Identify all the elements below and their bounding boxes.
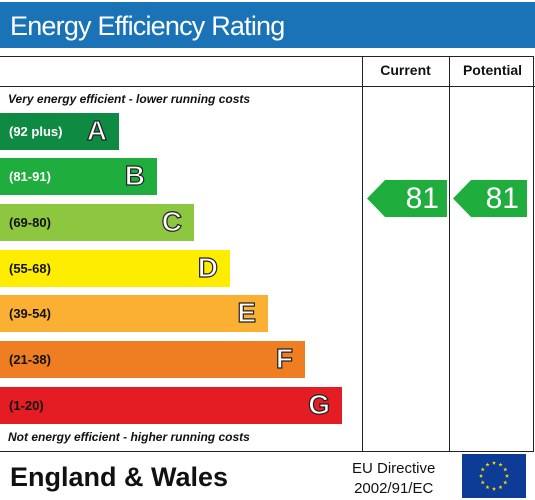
eu-star-icon [478,473,484,478]
eu-star-icon [503,480,508,485]
eu-star-icon [503,467,508,472]
eu-directive: EU Directive 2002/91/EC [352,459,435,499]
band-letter: E [237,296,257,328]
band-letter: C [161,205,182,237]
band-range: (69-80) [9,215,51,230]
band-letter: F [275,342,293,374]
eu-star-icon [485,462,490,467]
title-bar: Energy Efficiency Rating [0,2,535,48]
column-divider-potential [449,56,450,452]
eu-flag-icon [462,454,526,498]
rating-table [0,56,534,452]
chart-title: Energy Efficiency Rating [10,11,285,41]
potential-rating: 81 [453,180,527,217]
region-label: England & Wales [10,462,229,492]
eu-star-icon [491,460,497,465]
eu-star-icon [491,486,497,491]
current-column-header: Current [380,62,431,78]
band-range: (21-38) [9,352,51,367]
band-range: (92 plus) [9,124,63,139]
eu-star-icon [480,480,485,485]
eu-star-icon [498,485,503,490]
band-g: (1-20) G [0,387,342,424]
band-letter: B [124,159,145,191]
band-b: (81-91) B [0,158,157,195]
efficient-caption: Very energy efficient - lower running co… [8,92,251,106]
band-letter: A [86,114,107,146]
current-rating-value: 81 [405,182,439,215]
eu-star-icon [498,462,503,467]
band-d: (55-68) D [0,250,230,287]
directive-line-1: EU Directive [352,460,436,477]
band-letter: D [197,251,218,283]
band-e: (39-54) E [0,295,268,332]
band-range: (1-20) [9,398,44,413]
band-letter: G [308,388,331,420]
band-a: (92 plus) A [0,113,119,150]
band-range: (81-91) [9,169,51,184]
eu-star-icon [504,473,510,478]
directive-line-2: 2002/91/EC [354,480,434,497]
band-c: (69-80) C [0,204,194,241]
band-f: (21-38) F [0,341,305,378]
inefficient-caption: Not energy efficient - higher running co… [8,430,250,444]
potential-rating-value: 81 [485,182,519,215]
current-rating: 81 [367,180,447,217]
header-divider [0,86,535,87]
potential-rating-arrow [453,180,527,217]
eu-star-icon [485,485,490,490]
potential-column-header: Potential [462,62,523,78]
eu-star-icon [480,467,485,472]
current-rating-arrow [367,180,447,217]
band-range: (55-68) [9,261,51,276]
column-divider-current [362,56,363,452]
band-range: (39-54) [9,306,51,321]
